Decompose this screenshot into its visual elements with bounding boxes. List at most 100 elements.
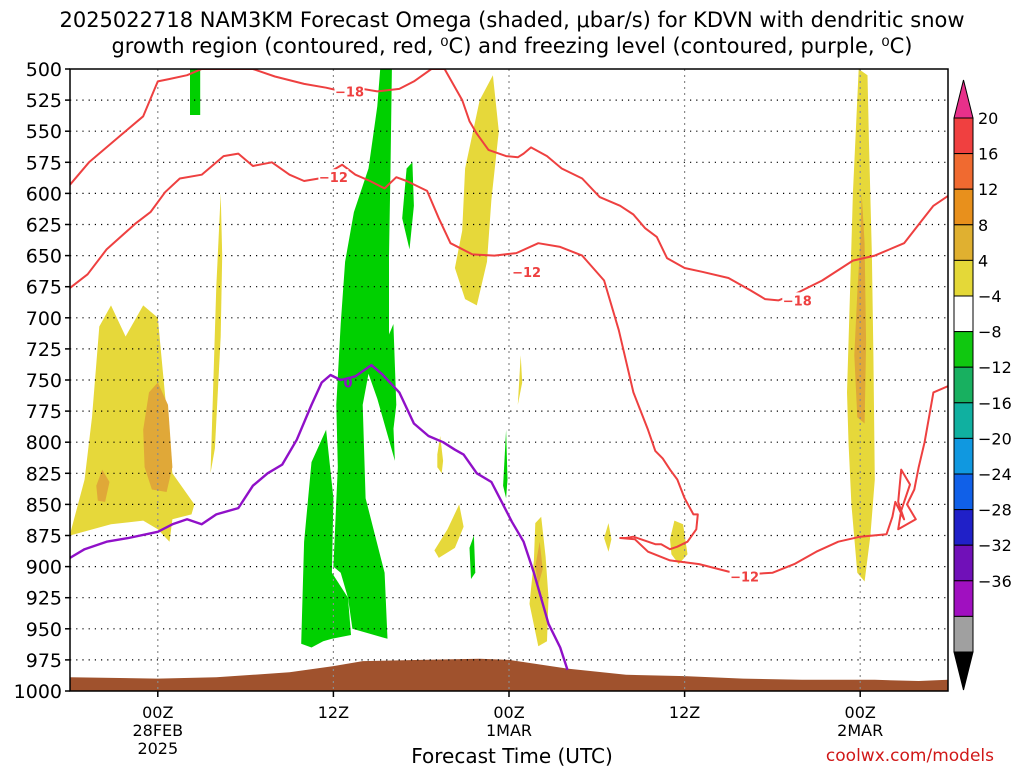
dgz-contour-line: [70, 152, 948, 576]
colorbar-tick-label: −12: [978, 358, 1012, 377]
y-tick-label: 725: [26, 339, 62, 361]
contour-layer: [70, 69, 948, 671]
y-tick-label: 650: [26, 246, 62, 268]
y-tick-label: 1000: [14, 681, 62, 703]
dgz-contour-label: −12: [512, 266, 541, 281]
chart-title-line-1: 2025022718 NAM3KM Forecast Omega (shaded…: [59, 8, 965, 32]
x-tick-label: 00Z: [142, 703, 173, 722]
y-tick-label: 750: [26, 370, 62, 392]
freezing-level-line: [70, 363, 569, 671]
omega-region-weak_down: [437, 436, 444, 474]
y-tick-label: 800: [26, 432, 62, 454]
omega-region-up: [503, 429, 508, 499]
omega-shading-layer: [70, 69, 875, 648]
dgz-contour-label: −12: [319, 171, 348, 186]
colorbar-tick-label: 4: [978, 251, 988, 270]
x-tick-label: 00Z: [493, 703, 524, 722]
omega-region-mod_down: [96, 469, 110, 502]
x-tick-label: 2025: [137, 739, 178, 758]
omega-region-mod_down: [143, 382, 173, 492]
colorbar-tick-label: −16: [978, 394, 1012, 413]
colorbar-segment: [953, 473, 974, 511]
colorbar-tick-label: 20: [978, 109, 998, 128]
y-tick-label: 875: [26, 526, 62, 548]
omega-region-weak_down: [210, 193, 223, 474]
dgz-label-bg: [729, 568, 760, 585]
y-tick-label: 500: [26, 59, 62, 81]
colorbar-segment: [953, 331, 974, 368]
dgz-contour-label: −12: [730, 571, 759, 586]
omega-region-up: [402, 162, 414, 250]
x-tick-label: 12Z: [318, 703, 349, 722]
colorbar-segment: [953, 509, 974, 546]
colorbar-segment: [953, 437, 974, 475]
y-tick-label: 675: [26, 277, 62, 299]
omega-region-weak_down: [434, 504, 464, 558]
colorbar-tick-label: −20: [978, 429, 1012, 448]
colorbar-segment: [953, 402, 974, 439]
colorbar-tick-label: 12: [978, 180, 998, 199]
y-tick-label: 900: [26, 557, 62, 579]
grid-lines: [70, 69, 948, 691]
ground-fill: [70, 658, 948, 691]
colorbar-tick-label: 16: [978, 145, 998, 164]
freezing-contour-label: 0: [344, 376, 353, 391]
y-tick-label: 625: [26, 215, 62, 237]
omega-region-mod_down: [535, 541, 543, 586]
colorbar-segment: [953, 117, 974, 155]
omega-region-weak_down: [70, 305, 195, 542]
colorbar-tick-label: −36: [978, 572, 1012, 591]
colorbar-segment: [953, 295, 974, 333]
contour-labels: −18 −12 −12 −18 −12 0: [318, 83, 813, 586]
colorbar-segment: [953, 366, 974, 404]
colorbar-segment: [953, 188, 974, 226]
colorbar-top-arrow: [953, 79, 974, 119]
dgz-contour-line: [70, 69, 948, 302]
dgz-label-bg: [318, 169, 349, 186]
colorbar: 20 16 12 8 4 −4 −8 −12 −16 −20 −24 −28 −32 −36: [953, 79, 1012, 691]
colorbar-tick-label: −8: [978, 323, 1002, 342]
y-tick-label: 850: [26, 494, 62, 516]
y-tick-label: 775: [26, 401, 62, 423]
colorbar-segment: [953, 153, 974, 190]
y-tick-label: 575: [26, 152, 62, 174]
ground-layer: [70, 658, 948, 691]
omega-region-up: [333, 69, 395, 639]
y-tick-label: 975: [26, 650, 62, 672]
omega-region-mod_down: [854, 193, 867, 424]
x-axis-label: Forecast Time (UTC): [411, 744, 613, 768]
omega-region-up: [469, 535, 476, 579]
colorbar-tick-label: 8: [978, 216, 988, 235]
colorbar-segment: [953, 259, 974, 297]
colorbar-segment: [953, 224, 974, 261]
dgz-label-bg: [511, 263, 542, 280]
x-tick-label: 28FEB: [132, 721, 183, 740]
y-tick-label: 950: [26, 619, 62, 641]
dgz-contour-label: −18: [335, 85, 364, 100]
colorbar-segment: [953, 544, 974, 582]
omega-region-weak_down: [454, 75, 499, 306]
colorbar-tick-label: −28: [978, 501, 1012, 520]
x-tick-label: 00Z: [845, 703, 876, 722]
dgz-label-bg: [782, 292, 813, 309]
colorbar-bottom-arrow: [953, 651, 974, 691]
x-tick-label: 12Z: [669, 703, 700, 722]
chart-title-line-2: growth region (contoured, red, ⁰C) and f…: [111, 34, 913, 58]
axes: 500 525 550 575 600 625 650 675 700 725 750 775 800 8…: [14, 59, 949, 758]
omega-region-weak_down: [517, 355, 523, 405]
omega-region-up: [190, 69, 201, 115]
colorbar-segment: [953, 580, 974, 617]
dgz-contour-label: −18: [783, 294, 812, 309]
omega-region-weak_down: [604, 523, 612, 552]
dgz-label-bg: [334, 83, 365, 100]
y-tick-label: 925: [26, 588, 62, 610]
colorbar-segment: [953, 615, 974, 653]
omega-region-weak_down: [670, 520, 688, 565]
x-tick-label: 1MAR: [486, 721, 532, 740]
y-tick-label: 550: [26, 121, 62, 143]
y-tick-label: 700: [26, 308, 62, 330]
colorbar-tick-label: −4: [978, 287, 1002, 306]
credit-text: coolwx.com/models: [825, 746, 994, 766]
omega-region-up: [301, 429, 351, 648]
y-tick-label: 600: [26, 183, 62, 205]
